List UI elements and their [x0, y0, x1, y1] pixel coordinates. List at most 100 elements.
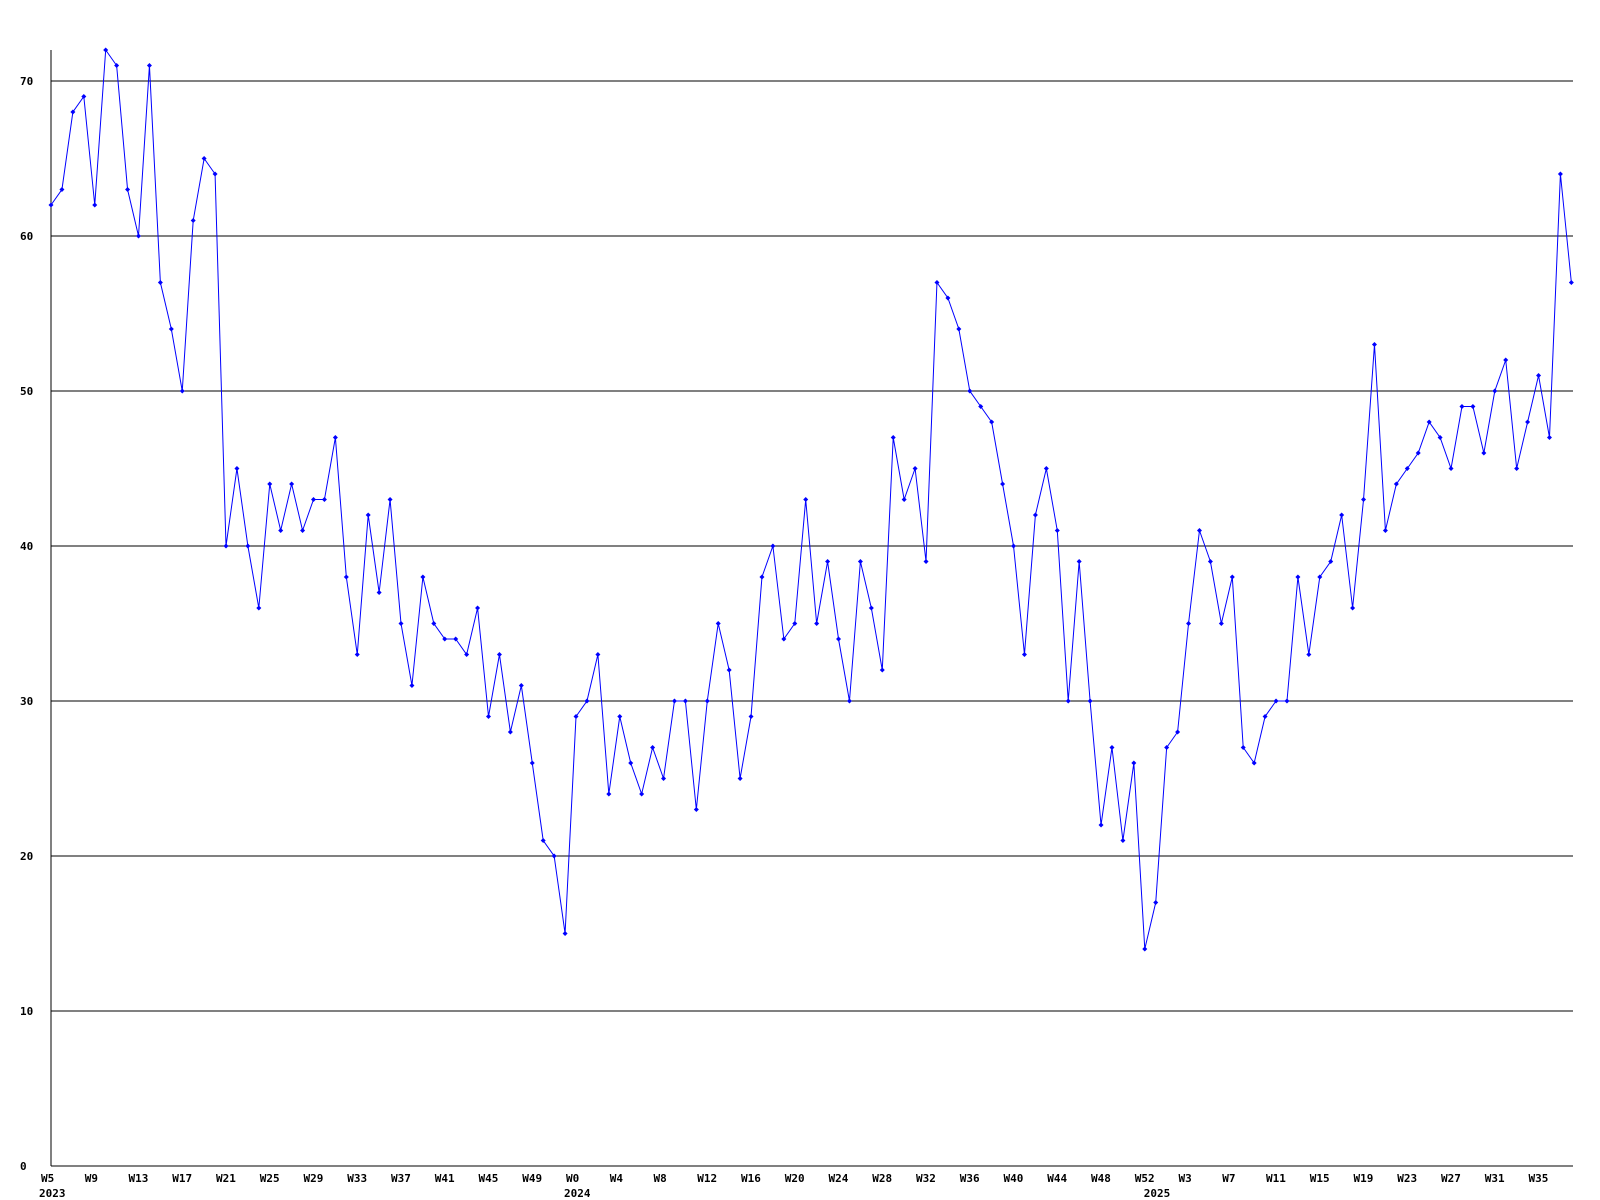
data-point: [1098, 822, 1104, 828]
data-point: [923, 559, 929, 564]
x-tick-label: W29: [304, 1172, 324, 1185]
x-tick-label: W13: [129, 1172, 149, 1185]
x-tick-label: W27: [1441, 1172, 1461, 1185]
x-tick-label: W24: [829, 1172, 849, 1185]
data-point: [1371, 342, 1377, 347]
data-point: [1218, 621, 1224, 626]
x-tick-label: W44: [1047, 1172, 1067, 1185]
data-point: [650, 745, 656, 750]
data-point: [1426, 419, 1432, 425]
data-point: [1120, 838, 1126, 843]
y-tick-label: 0: [20, 1160, 27, 1173]
data-point: [442, 636, 448, 642]
data-point: [1306, 652, 1312, 657]
data-point: [693, 807, 699, 812]
y-tick-label: 50: [20, 385, 33, 398]
x-tick-label: W45: [479, 1172, 499, 1185]
x-tick-label: W52: [1135, 1172, 1155, 1185]
data-point: [1448, 466, 1454, 471]
y-tick-label: 40: [20, 540, 33, 553]
data-point: [1492, 388, 1498, 394]
data-point: [1175, 729, 1181, 735]
data-point: [1546, 435, 1552, 440]
data-point: [223, 543, 229, 549]
data-point: [376, 590, 382, 595]
data-point: [606, 791, 612, 797]
data-point: [792, 621, 798, 626]
data-point: [1503, 357, 1509, 363]
data-point: [770, 543, 776, 549]
data-point: [868, 605, 874, 611]
data-point: [737, 776, 743, 781]
year-label: 2024: [564, 1187, 591, 1200]
data-point: [125, 187, 131, 192]
data-point: [453, 636, 459, 642]
data-point: [1481, 450, 1487, 456]
data-point: [879, 667, 885, 673]
data-point: [901, 497, 907, 502]
data-point: [190, 218, 196, 223]
data-point: [48, 202, 54, 208]
data-point: [464, 652, 470, 657]
x-tick-label: W20: [785, 1172, 805, 1185]
x-tick-label: W8: [654, 1172, 667, 1185]
data-point: [70, 109, 76, 115]
data-point: [595, 652, 601, 657]
x-tick-label: W28: [872, 1172, 892, 1185]
data-point: [781, 636, 787, 642]
x-tick-label: W16: [741, 1172, 761, 1185]
data-point: [1251, 760, 1257, 766]
data-point: [1196, 528, 1202, 533]
data-point: [671, 698, 677, 704]
data-point: [518, 683, 524, 688]
data-point: [978, 404, 984, 409]
y-tick-label: 70: [20, 75, 33, 88]
x-tick-label: W15: [1310, 1172, 1330, 1185]
x-tick-label: W25: [260, 1172, 280, 1185]
data-point: [1404, 466, 1410, 471]
data-point: [409, 683, 415, 688]
data-point: [956, 326, 962, 332]
data-point: [1295, 574, 1301, 580]
data-point: [1021, 652, 1027, 657]
data-point: [179, 388, 185, 394]
x-tick-label: W36: [960, 1172, 980, 1185]
data-point: [267, 481, 273, 487]
data-point: [398, 621, 404, 626]
data-point: [825, 559, 831, 564]
x-tick-label: W48: [1091, 1172, 1111, 1185]
data-point: [1262, 714, 1268, 719]
data-point: [1339, 512, 1345, 518]
x-tick-label: W4: [610, 1172, 624, 1185]
data-point: [715, 621, 721, 626]
data-point: [311, 497, 317, 502]
x-tick-label: W21: [216, 1172, 236, 1185]
data-point: [1076, 559, 1082, 564]
data-point: [726, 667, 732, 673]
series-line: [50, 48, 1572, 950]
data-point: [704, 698, 710, 704]
data-point: [1470, 404, 1476, 409]
data-point: [157, 280, 163, 285]
data-point: [1043, 466, 1049, 471]
data-point: [1087, 698, 1093, 704]
data-point: [529, 760, 535, 766]
data-point: [92, 202, 98, 208]
x-tick-label: W5: [41, 1172, 54, 1185]
data-point: [836, 636, 842, 642]
data-point: [584, 698, 590, 704]
data-point: [1164, 745, 1170, 750]
data-point: [989, 419, 995, 425]
data-point: [551, 853, 557, 859]
data-point: [507, 729, 513, 735]
data-point: [1536, 373, 1542, 378]
data-point: [1459, 404, 1465, 409]
data-point: [857, 559, 863, 564]
data-point: [1393, 481, 1399, 487]
y-tick-label: 10: [20, 1005, 33, 1018]
data-point: [81, 94, 87, 99]
data-point: [300, 528, 306, 533]
data-point: [1207, 559, 1213, 564]
data-point: [245, 543, 251, 549]
